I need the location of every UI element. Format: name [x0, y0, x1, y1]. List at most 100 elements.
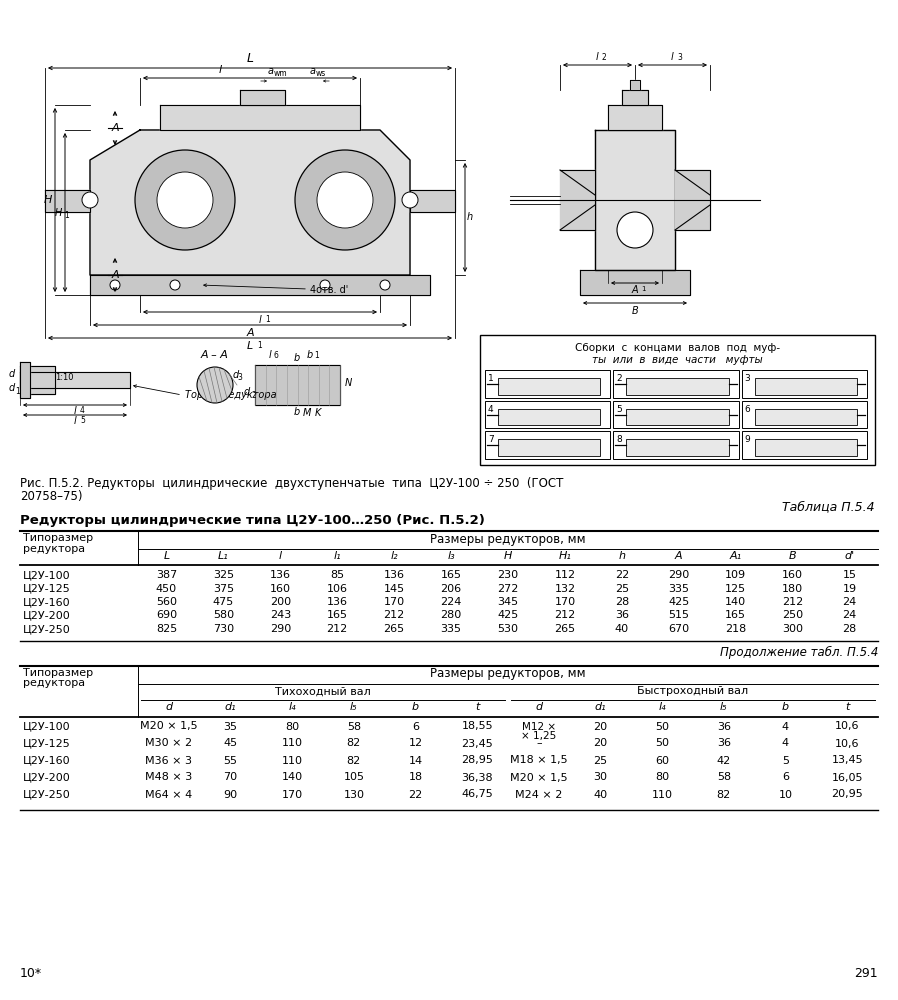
Text: 475: 475 — [213, 597, 234, 607]
Text: 4: 4 — [782, 722, 789, 732]
Text: 30: 30 — [594, 772, 608, 782]
Text: 110: 110 — [652, 790, 673, 800]
Text: 250: 250 — [782, 610, 803, 620]
Text: 2: 2 — [602, 53, 607, 62]
Text: Сборки  с  концами  валов  под  муф-: Сборки с концами валов под муф- — [575, 343, 780, 353]
Text: ws: ws — [316, 69, 326, 78]
Text: 40: 40 — [615, 624, 629, 634]
Text: М48 × 3: М48 × 3 — [145, 772, 192, 782]
Text: N: N — [345, 378, 352, 388]
Text: 165: 165 — [441, 570, 462, 580]
Polygon shape — [630, 80, 640, 90]
Text: 28: 28 — [842, 624, 857, 634]
Text: Ц2У-250: Ц2У-250 — [23, 624, 71, 634]
Text: d: d — [9, 383, 15, 393]
Text: 109: 109 — [725, 570, 746, 580]
Text: 530: 530 — [497, 624, 518, 634]
Text: 15: 15 — [842, 570, 857, 580]
Text: М64 × 4: М64 × 4 — [145, 790, 192, 800]
FancyBboxPatch shape — [613, 431, 739, 459]
Text: Ц2У-100: Ц2У-100 — [23, 570, 71, 580]
Text: Таблица П.5.4: Таблица П.5.4 — [782, 500, 875, 513]
Text: 10,6: 10,6 — [835, 738, 859, 748]
Text: 4: 4 — [488, 405, 494, 414]
Text: 1: 1 — [641, 286, 646, 292]
Text: l: l — [74, 416, 76, 426]
Text: 1: 1 — [257, 341, 261, 350]
Text: 670: 670 — [668, 624, 690, 634]
Text: 28: 28 — [615, 597, 629, 607]
Text: 218: 218 — [725, 624, 746, 634]
FancyBboxPatch shape — [485, 401, 611, 428]
Text: 825: 825 — [156, 624, 177, 634]
Text: A: A — [246, 328, 254, 338]
Text: 212: 212 — [327, 624, 348, 634]
Text: 560: 560 — [156, 597, 177, 607]
Text: 28,95: 28,95 — [462, 756, 493, 766]
Text: 20758–75): 20758–75) — [20, 490, 83, 503]
Text: М24 × 2: М24 × 2 — [515, 790, 562, 800]
Text: Размеры редукторов, мм: Размеры редукторов, мм — [430, 533, 585, 546]
Text: 291: 291 — [854, 967, 878, 980]
Text: Ц2У-200: Ц2У-200 — [23, 610, 71, 620]
Text: 6: 6 — [782, 772, 789, 782]
Text: 9: 9 — [744, 435, 751, 444]
Polygon shape — [20, 366, 55, 394]
Text: 136: 136 — [327, 597, 348, 607]
Text: М18 × 1,5: М18 × 1,5 — [510, 756, 568, 766]
Text: a: a — [268, 66, 274, 76]
Text: l₁: l₁ — [333, 551, 341, 561]
Text: 160: 160 — [269, 584, 291, 593]
FancyBboxPatch shape — [485, 370, 611, 398]
Text: 212: 212 — [383, 610, 405, 620]
FancyBboxPatch shape — [754, 378, 857, 395]
Text: 243: 243 — [269, 610, 291, 620]
Text: 35: 35 — [224, 722, 237, 732]
Text: 70: 70 — [224, 772, 238, 782]
Text: М12 ×: М12 × — [522, 722, 556, 732]
Polygon shape — [45, 190, 90, 212]
Text: M: M — [303, 408, 312, 418]
Text: 450: 450 — [156, 584, 177, 593]
Text: 515: 515 — [668, 610, 690, 620]
Text: l₅: l₅ — [350, 702, 357, 712]
Text: 3: 3 — [677, 53, 682, 62]
Text: h: h — [619, 551, 625, 561]
Text: 23,45: 23,45 — [462, 738, 493, 748]
Text: А – А: А – А — [201, 350, 229, 360]
Text: d₁: d₁ — [224, 702, 236, 712]
Text: A: A — [111, 123, 119, 133]
Circle shape — [317, 172, 373, 228]
Text: 80: 80 — [285, 722, 299, 732]
Text: 130: 130 — [343, 790, 365, 800]
Text: 5: 5 — [616, 405, 622, 414]
Text: 132: 132 — [554, 584, 576, 593]
Text: L: L — [246, 52, 253, 65]
Text: –: – — [536, 738, 541, 748]
Text: 10: 10 — [779, 790, 793, 800]
Text: K: K — [315, 408, 321, 418]
Text: Ц2У-125: Ц2У-125 — [23, 738, 71, 748]
Text: l: l — [269, 350, 271, 360]
FancyBboxPatch shape — [626, 409, 728, 425]
Text: Типоразмер: Типоразмер — [23, 533, 93, 543]
Circle shape — [380, 280, 390, 290]
Text: Ц2У-250: Ц2У-250 — [23, 790, 71, 800]
FancyBboxPatch shape — [480, 335, 875, 465]
Text: 170: 170 — [282, 790, 303, 800]
Text: Размеры редукторов, мм: Размеры редукторов, мм — [430, 668, 585, 680]
Text: 730: 730 — [213, 624, 234, 634]
Text: t: t — [475, 702, 480, 712]
Text: 36: 36 — [717, 722, 731, 732]
Text: 12: 12 — [409, 738, 423, 748]
Text: 290: 290 — [668, 570, 690, 580]
Text: H: H — [44, 195, 52, 205]
Text: 265: 265 — [383, 624, 405, 634]
Polygon shape — [622, 90, 648, 105]
FancyBboxPatch shape — [754, 409, 857, 425]
Polygon shape — [20, 372, 130, 388]
Text: Тихоходный вал: Тихоходный вал — [275, 686, 371, 696]
Text: 18,55: 18,55 — [462, 722, 493, 732]
Text: 3: 3 — [237, 373, 242, 382]
Text: d: d — [9, 369, 15, 379]
